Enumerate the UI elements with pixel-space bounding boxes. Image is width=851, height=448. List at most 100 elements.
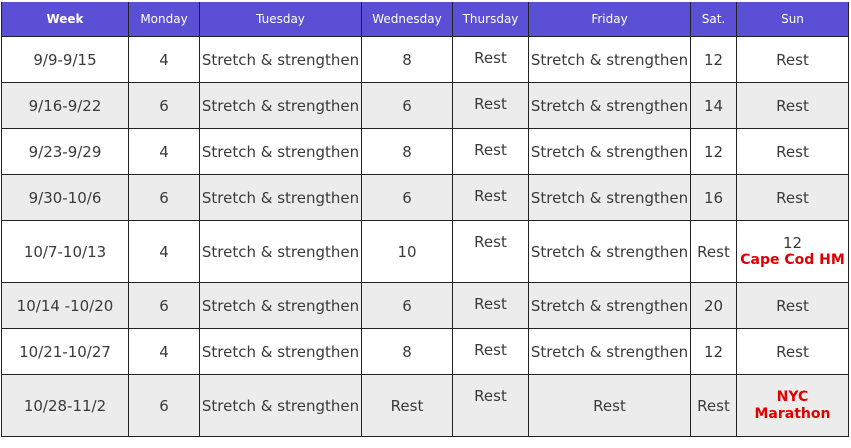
table-row: 10/7-10/13 4 Stretch & strengthen 10 Rest Str… — [1, 220, 849, 283]
cell-text: Stretch & strengthen — [201, 50, 360, 69]
cell-mon[interactable]: 6 — [128, 82, 200, 129]
cell-sun[interactable]: Rest — [736, 128, 849, 175]
cell-text: Stretch & strengthen — [201, 396, 360, 415]
cell-sat[interactable]: Rest — [690, 374, 737, 437]
cell-text: Stretch & strengthen — [530, 188, 689, 207]
cell-thu[interactable]: Rest — [452, 82, 529, 129]
cell-week[interactable]: 9/9-9/15 — [1, 36, 129, 83]
cell-sat[interactable]: 14 — [690, 82, 737, 129]
cell-thu[interactable]: Rest — [452, 36, 529, 83]
cell-wed[interactable]: 6 — [361, 82, 453, 129]
cell-fri[interactable]: Rest — [528, 374, 691, 437]
cell-sun[interactable]: NYC Marathon — [736, 374, 849, 437]
column-header: Sat. — [690, 2, 737, 37]
cell-sat[interactable]: Rest — [690, 220, 737, 283]
cell-fri[interactable]: Stretch & strengthen — [528, 36, 691, 83]
cell-text: Rest — [390, 396, 424, 415]
cell-text: Rest — [697, 242, 730, 261]
cell-text: 6 — [402, 188, 412, 207]
cell-week[interactable]: 10/21-10/27 — [1, 328, 129, 375]
cell-text: Rest — [776, 96, 809, 115]
cell-week[interactable]: 10/14 -10/20 — [1, 282, 129, 329]
cell-wed[interactable]: 6 — [361, 174, 453, 221]
cell-text: Stretch & strengthen — [201, 342, 360, 361]
cell-sat[interactable]: 12 — [690, 36, 737, 83]
cell-mon[interactable]: 4 — [128, 36, 200, 83]
cell-text: 9/9-9/15 — [33, 50, 97, 69]
cell-week[interactable]: 10/28-11/2 — [1, 374, 129, 437]
cell-fri[interactable]: Stretch & strengthen — [528, 174, 691, 221]
cell-tue[interactable]: Stretch & strengthen — [199, 220, 362, 283]
cell-tue[interactable]: Stretch & strengthen — [199, 82, 362, 129]
cell-text: 6 — [159, 188, 169, 207]
cell-fri[interactable]: Stretch & strengthen — [528, 82, 691, 129]
cell-mon[interactable]: 4 — [128, 328, 200, 375]
cell-wed[interactable]: 6 — [361, 282, 453, 329]
cell-sun[interactable]: Rest — [736, 282, 849, 329]
column-header: Wednesday — [361, 2, 453, 37]
cell-text: Rest — [474, 141, 507, 159]
cell-text: 10/14 -10/20 — [16, 296, 114, 315]
cell-text: Stretch & strengthen — [530, 296, 689, 315]
cell-tue[interactable]: Stretch & strengthen — [199, 174, 362, 221]
table-row: 9/30-10/6 6 Stretch & strengthen 6 Rest Stret… — [1, 174, 849, 221]
cell-text: Rest — [776, 296, 809, 315]
cell-thu[interactable]: Rest — [452, 328, 529, 375]
cell-text: 6 — [402, 96, 412, 115]
cell-tue[interactable]: Stretch & strengthen — [199, 374, 362, 437]
cell-sun[interactable]: 12 Cape Cod HM — [736, 220, 849, 283]
column-header: Friday — [528, 2, 691, 37]
cell-wed[interactable]: 10 — [361, 220, 453, 283]
table-row: 10/28-11/2 6 Stretch & strengthen Rest Rest R… — [1, 374, 849, 437]
cell-fri[interactable]: Stretch & strengthen — [528, 328, 691, 375]
cell-wed[interactable]: 8 — [361, 128, 453, 175]
column-header: Week — [1, 2, 129, 37]
cell-week[interactable]: 9/30-10/6 — [1, 174, 129, 221]
cell-tue[interactable]: Stretch & strengthen — [199, 128, 362, 175]
cell-text: Stretch & strengthen — [530, 142, 689, 161]
column-header: Sun — [736, 2, 849, 37]
cell-thu[interactable]: Rest — [452, 282, 529, 329]
cell-sun[interactable]: Rest — [736, 82, 849, 129]
cell-text: 16 — [703, 188, 724, 207]
cell-thu[interactable]: Rest — [452, 174, 529, 221]
cell-week[interactable]: 9/23-9/29 — [1, 128, 129, 175]
cell-fri[interactable]: Stretch & strengthen — [528, 220, 691, 283]
cell-fri[interactable]: Stretch & strengthen — [528, 282, 691, 329]
cell-mon[interactable]: 4 — [128, 220, 200, 283]
table-row: 9/16-9/22 6 Stretch & strengthen 6 Rest Stret… — [1, 82, 849, 129]
cell-thu[interactable]: Rest — [452, 220, 529, 283]
cell-mon[interactable]: 6 — [128, 282, 200, 329]
cell-sun[interactable]: Rest — [736, 36, 849, 83]
cell-text: Stretch & strengthen — [201, 188, 360, 207]
cell-text: 9/23-9/29 — [28, 142, 102, 161]
cell-sun[interactable]: Rest — [736, 328, 849, 375]
cell-sat[interactable]: 12 — [690, 128, 737, 175]
cell-sat[interactable]: 12 — [690, 328, 737, 375]
cell-sat[interactable]: 20 — [690, 282, 737, 329]
column-header: Tuesday — [199, 2, 362, 37]
cell-tue[interactable]: Stretch & strengthen — [199, 36, 362, 83]
cell-week[interactable]: 9/16-9/22 — [1, 82, 129, 129]
cell-wed[interactable]: Rest — [361, 374, 453, 437]
cell-thu[interactable]: Rest — [452, 374, 529, 437]
cell-sat[interactable]: 16 — [690, 174, 737, 221]
cell-text: 4 — [159, 242, 169, 261]
cell-text: Rest — [593, 396, 626, 415]
cell-tue[interactable]: Stretch & strengthen — [199, 328, 362, 375]
cell-sun[interactable]: Rest — [736, 174, 849, 221]
cell-text: 12 — [703, 50, 724, 69]
cell-wed[interactable]: 8 — [361, 36, 453, 83]
cell-text: 12 — [703, 342, 724, 361]
cell-thu[interactable]: Rest — [452, 128, 529, 175]
cell-mon[interactable]: 6 — [128, 374, 200, 437]
cell-text: Rest — [474, 341, 507, 359]
cell-text: 8 — [402, 50, 412, 69]
cell-mon[interactable]: 6 — [128, 174, 200, 221]
cell-text: 6 — [159, 96, 169, 115]
cell-fri[interactable]: Stretch & strengthen — [528, 128, 691, 175]
cell-mon[interactable]: 4 — [128, 128, 200, 175]
cell-wed[interactable]: 8 — [361, 328, 453, 375]
cell-week[interactable]: 10/7-10/13 — [1, 220, 129, 283]
cell-tue[interactable]: Stretch & strengthen — [199, 282, 362, 329]
